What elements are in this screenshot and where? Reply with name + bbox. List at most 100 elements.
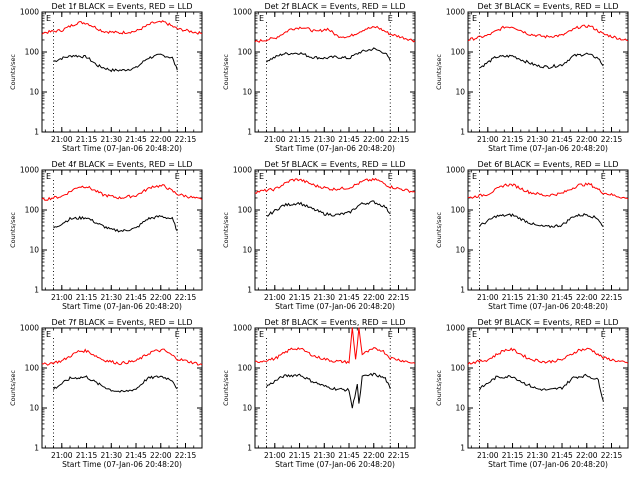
x-tick-label: 21:45 <box>125 451 147 460</box>
x-tick-label: 21:30 <box>313 135 335 144</box>
series-lld-line <box>467 347 629 365</box>
plot-frame <box>254 327 416 449</box>
x-tick-label: 21:15 <box>289 293 311 302</box>
e-marker: E <box>472 172 477 181</box>
y-axis-label: Counts/sec <box>9 54 17 90</box>
plot-frame <box>467 11 629 133</box>
plot-frame <box>254 169 416 291</box>
y-tick-label: 1 <box>247 286 252 295</box>
x-tick-label: 21:00 <box>264 135 286 144</box>
y-tick-label: 1000 <box>233 166 252 175</box>
panel-title: Det 5f BLACK = Events, RED = LLD <box>264 160 405 169</box>
y-tick-label: 1 <box>34 128 39 137</box>
x-tick-label: 21:45 <box>338 451 360 460</box>
y-tick-label: 100 <box>25 48 40 57</box>
y-tick-label: 10 <box>29 246 39 255</box>
y-tick-label: 10 <box>455 88 465 97</box>
y-tick-label: 1000 <box>446 166 465 175</box>
e-marker: E <box>472 330 477 339</box>
x-tick-label: 22:00 <box>363 451 385 460</box>
x-tick-label: 21:00 <box>51 135 73 144</box>
e-marker: E <box>46 14 51 23</box>
panel-2: Det 2f BLACK = Events, RED = LLD 1 10 100 10… <box>222 2 416 153</box>
x-tick-label: 21:45 <box>338 135 360 144</box>
series-events-line <box>479 52 604 69</box>
x-tick-label: 22:15 <box>601 451 623 460</box>
y-tick-label: 10 <box>29 404 39 413</box>
x-tick-label: 22:15 <box>388 293 410 302</box>
panel-title: Det 4f BLACK = Events, RED = LLD <box>51 160 192 169</box>
series-lld-line <box>254 327 416 365</box>
x-tick-label: 22:00 <box>576 451 598 460</box>
x-tick-label: 22:00 <box>363 135 385 144</box>
e-marker: E <box>388 14 393 23</box>
x-tick-label: 21:15 <box>502 293 524 302</box>
series-lld-line <box>41 20 203 35</box>
x-axis-label: Start Time (07-Jan-06 20:48:20) <box>62 460 182 469</box>
x-tick-label: 21:30 <box>100 293 122 302</box>
series-events-line <box>53 375 178 393</box>
x-axis-label: Start Time (07-Jan-06 20:48:20) <box>488 144 608 153</box>
e-marker: E <box>259 14 264 23</box>
x-tick-label: 21:30 <box>100 451 122 460</box>
y-tick-label: 100 <box>451 48 466 57</box>
y-tick-label: 100 <box>238 206 253 215</box>
y-axis-label: Counts/sec <box>222 212 230 248</box>
x-axis-label: Start Time (07-Jan-06 20:48:20) <box>488 302 608 311</box>
x-axis-label: Start Time (07-Jan-06 20:48:20) <box>62 144 182 153</box>
y-tick-label: 10 <box>29 88 39 97</box>
series-events-line <box>53 214 178 233</box>
y-tick-label: 1 <box>460 286 465 295</box>
y-tick-label: 1 <box>34 444 39 453</box>
x-axis-label: Start Time (07-Jan-06 20:48:20) <box>275 460 395 469</box>
e-marker: E <box>601 172 606 181</box>
series-events-line <box>479 212 604 229</box>
e-marker: E <box>601 330 606 339</box>
y-tick-label: 100 <box>451 364 466 373</box>
x-tick-label: 22:15 <box>388 451 410 460</box>
e-marker: E <box>472 14 477 23</box>
y-tick-label: 100 <box>25 206 40 215</box>
x-tick-label: 21:15 <box>76 451 98 460</box>
x-tick-label: 21:15 <box>502 451 524 460</box>
x-tick-label: 21:00 <box>477 293 499 302</box>
plot-frame <box>41 169 203 291</box>
plot-frame <box>467 327 629 449</box>
panel-title: Det 2f BLACK = Events, RED = LLD <box>264 2 405 11</box>
y-axis-label: Counts/sec <box>222 54 230 90</box>
y-tick-label: 10 <box>455 246 465 255</box>
e-marker: E <box>601 14 606 23</box>
x-tick-label: 21:30 <box>313 293 335 302</box>
x-tick-label: 22:15 <box>175 135 197 144</box>
y-tick-label: 10 <box>242 404 252 413</box>
series-lld-line <box>41 348 203 366</box>
series-events-line <box>266 372 391 409</box>
x-tick-label: 21:00 <box>51 451 73 460</box>
y-tick-label: 1000 <box>233 324 252 333</box>
e-marker: E <box>46 172 51 181</box>
e-marker: E <box>259 172 264 181</box>
panel-3: Det 3f BLACK = Events, RED = LLD 1 10 100 10… <box>435 2 629 153</box>
series-lld-line <box>41 184 203 201</box>
x-tick-label: 22:00 <box>576 293 598 302</box>
x-axis-label: Start Time (07-Jan-06 20:48:20) <box>275 302 395 311</box>
x-tick-label: 21:45 <box>125 135 147 144</box>
panel-6: Det 6f BLACK = Events, RED = LLD 1 10 100 10… <box>435 160 629 311</box>
y-tick-label: 100 <box>238 364 253 373</box>
x-tick-label: 21:15 <box>289 135 311 144</box>
y-tick-label: 1000 <box>20 166 39 175</box>
x-tick-label: 21:30 <box>526 293 548 302</box>
y-tick-label: 1000 <box>233 8 252 17</box>
x-tick-label: 21:30 <box>100 135 122 144</box>
plot-frame <box>467 169 629 291</box>
x-tick-label: 21:30 <box>313 451 335 460</box>
x-tick-label: 21:15 <box>76 135 98 144</box>
y-tick-label: 1000 <box>446 324 465 333</box>
plot-frame <box>41 11 203 133</box>
y-tick-label: 1 <box>247 128 252 137</box>
x-tick-label: 21:45 <box>125 293 147 302</box>
y-tick-label: 10 <box>455 404 465 413</box>
panel-1: Det 1f BLACK = Events, RED = LLD 1 10 100 10… <box>9 2 203 153</box>
y-axis-label: Counts/sec <box>435 212 443 248</box>
